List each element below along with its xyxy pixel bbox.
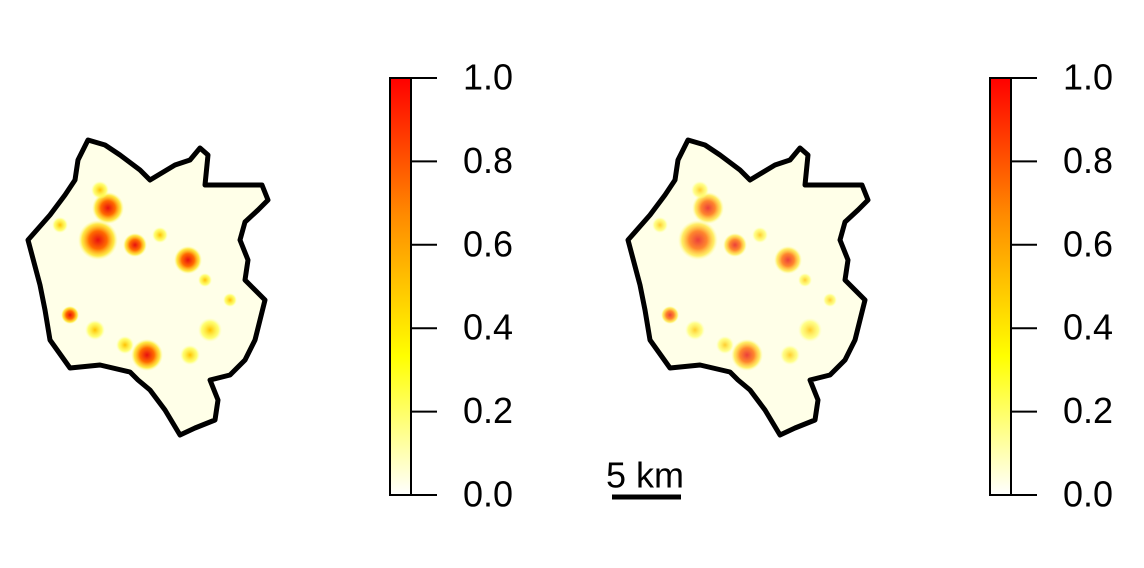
map-left xyxy=(28,140,268,435)
tick-label: 0.8 xyxy=(1063,140,1113,181)
map-right xyxy=(628,140,868,435)
tick-label: 1.0 xyxy=(1063,57,1113,98)
scale-label: 5 km xyxy=(606,455,684,496)
tick-label: 0.6 xyxy=(1063,223,1113,264)
tick-label: 0.0 xyxy=(463,474,513,515)
colorbar xyxy=(389,77,412,496)
tick-label: 0.4 xyxy=(463,307,513,348)
tick-label: 0.8 xyxy=(463,140,513,181)
tick-label: 0.0 xyxy=(1063,474,1113,515)
colorbar xyxy=(989,77,1012,496)
tick-label: 0.2 xyxy=(463,390,513,431)
tick-label: 0.2 xyxy=(1063,390,1113,431)
tick-label: 0.4 xyxy=(1063,307,1113,348)
tick-label: 0.6 xyxy=(463,223,513,264)
tick-label: 1.0 xyxy=(463,57,513,98)
